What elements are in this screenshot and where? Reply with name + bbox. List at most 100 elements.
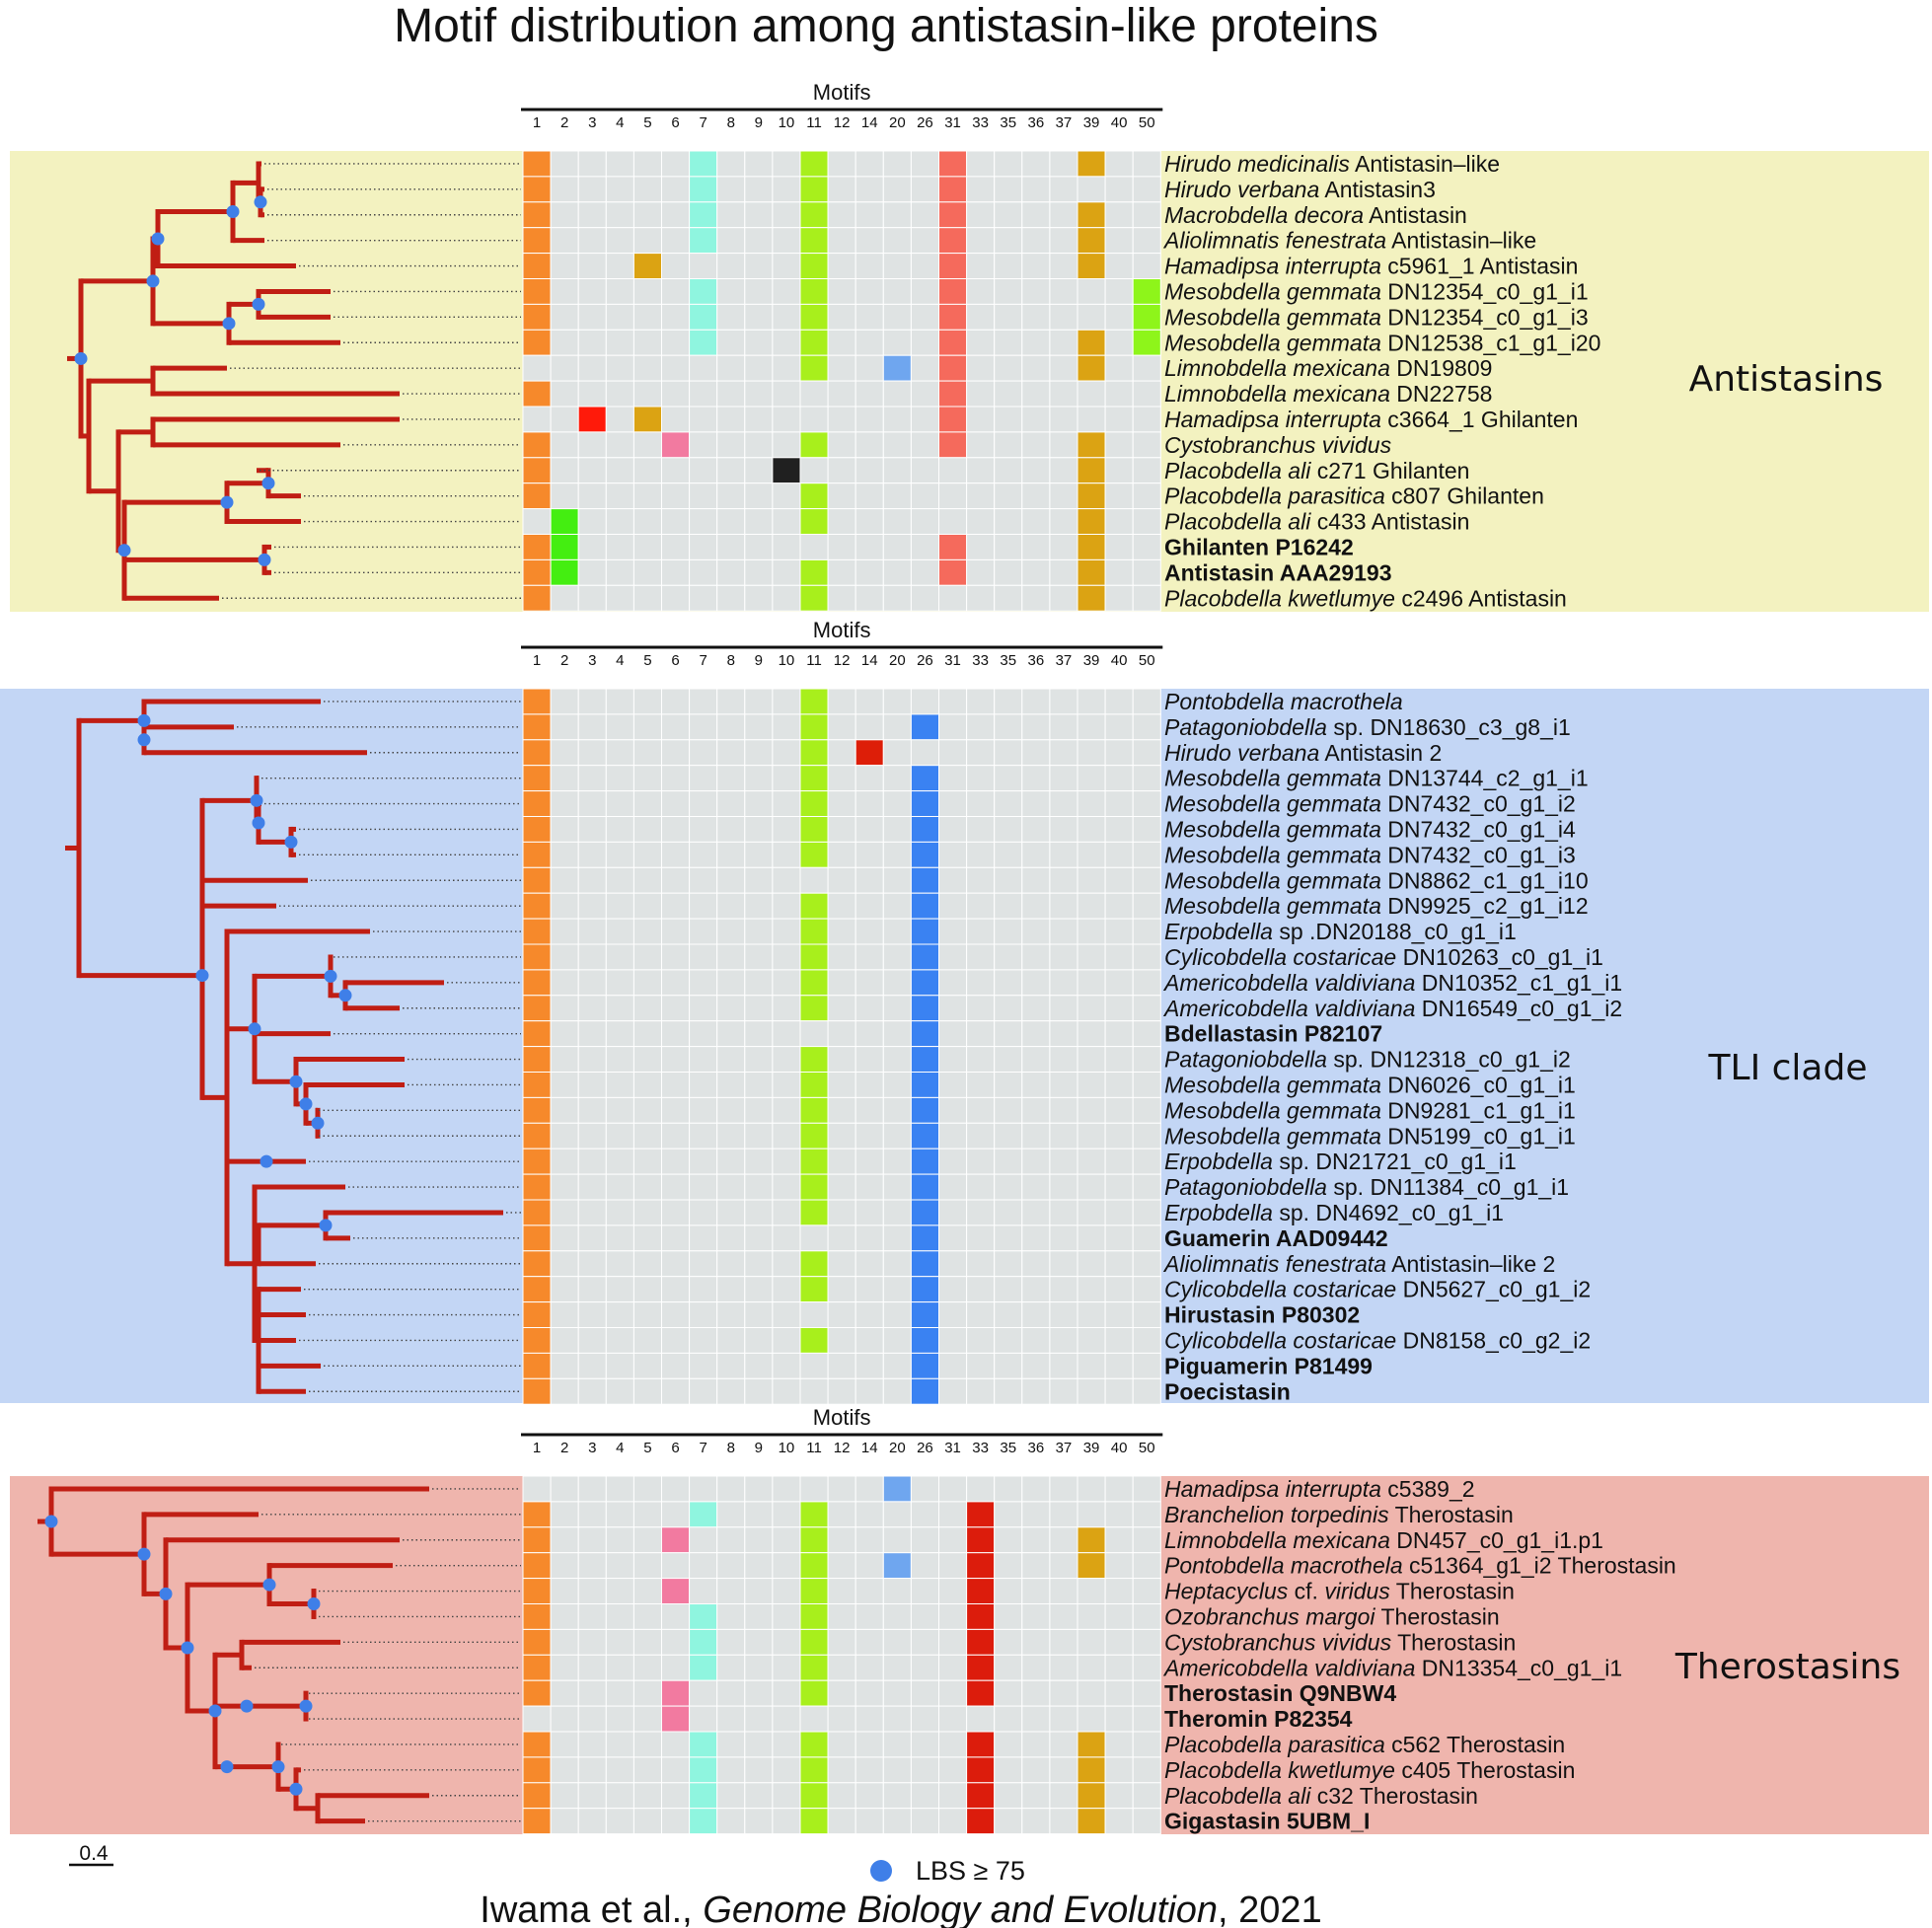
motif-column-label: 33 xyxy=(972,114,989,131)
motif-cell xyxy=(661,176,691,203)
motif-cell xyxy=(1021,431,1051,459)
motif-cell-present xyxy=(910,995,940,1022)
motif-cell xyxy=(799,457,829,484)
motif-cell xyxy=(1104,765,1134,792)
motif-cell-present xyxy=(966,1628,996,1656)
motif-cell xyxy=(1021,1173,1051,1201)
motif-cell xyxy=(605,969,634,997)
motif-cell xyxy=(1132,1250,1161,1278)
motif-cell xyxy=(1021,1122,1051,1149)
taxon-label-part: Patagoniobdella xyxy=(1164,1174,1327,1200)
taxon-label: Cylicobdella costaricae DN5627_c0_g1_i2 xyxy=(1164,1277,1591,1302)
motif-cell-present xyxy=(799,1578,829,1604)
motif-cell-present xyxy=(522,1526,552,1554)
motif-cell xyxy=(661,969,691,997)
motif-cell-present xyxy=(522,584,552,612)
motif-cell xyxy=(632,558,663,586)
motif-cell xyxy=(661,1731,691,1758)
motif-cell xyxy=(910,406,940,433)
motif-cell xyxy=(577,841,607,868)
motif-cell xyxy=(827,584,856,612)
taxon-label-part: Therostasin Q9NBW4 xyxy=(1164,1680,1396,1706)
motif-cell xyxy=(994,892,1023,920)
motif-cell xyxy=(1132,354,1161,382)
motif-cell xyxy=(744,227,774,255)
motif-cell xyxy=(1049,1327,1078,1354)
taxon-label: Pontobdella macrothela xyxy=(1164,689,1403,714)
taxon-label-part: Placobdella kwetlumye xyxy=(1164,1757,1395,1783)
taxon-label: Placobdella parasitica c562 Therostasin xyxy=(1164,1732,1565,1757)
motif-cell xyxy=(1021,841,1051,868)
taxon-label: Therostasin Q9NBW4 xyxy=(1164,1680,1396,1706)
motif-cell xyxy=(1077,1475,1106,1503)
motif-cell xyxy=(938,1352,968,1379)
motif-cell xyxy=(910,329,940,356)
motif-cell xyxy=(855,584,884,612)
motif-cell xyxy=(605,841,634,868)
motif-cell xyxy=(855,1224,884,1252)
motif-cell xyxy=(882,943,912,971)
motif-cell-present xyxy=(910,1122,940,1149)
motif-cell xyxy=(772,969,801,997)
motif-cell xyxy=(1021,201,1051,229)
motif-cell xyxy=(744,1096,774,1124)
motif-cell xyxy=(1021,892,1051,920)
motif-cell xyxy=(1021,1603,1051,1630)
motif-cell xyxy=(1104,841,1134,868)
taxon-label-part: Cylicobdella costaricae xyxy=(1164,1277,1396,1302)
taxon-label-part: c3664_1 Ghilanten xyxy=(1381,407,1579,432)
motif-cell xyxy=(1104,1705,1134,1733)
motif-cell xyxy=(661,1782,691,1810)
motif-cell-present xyxy=(689,303,718,331)
motif-cell-present xyxy=(1077,534,1106,560)
motif-cell xyxy=(1132,1501,1161,1528)
motif-cell xyxy=(716,278,746,305)
motif-column-label: 50 xyxy=(1139,652,1155,669)
motif-cell xyxy=(882,918,912,945)
motif-cell xyxy=(632,816,663,843)
taxon-label: Mesobdella gemmata DN5199_c0_g1_i1 xyxy=(1164,1123,1576,1149)
motif-cell xyxy=(1132,841,1161,868)
motif-cell xyxy=(661,354,691,382)
motif-column-label: 31 xyxy=(944,652,961,669)
motif-cell xyxy=(605,1352,634,1379)
motif-cell xyxy=(716,995,746,1022)
motif-cell-present xyxy=(1077,584,1106,612)
motif-cell xyxy=(966,329,996,356)
motif-cell xyxy=(772,841,801,868)
motif-cell-present xyxy=(882,354,912,382)
motif-cell xyxy=(1077,1122,1106,1149)
motif-cell xyxy=(994,1250,1023,1278)
motif-cell xyxy=(522,508,552,535)
motif-cell xyxy=(966,253,996,280)
taxon-label-part: DN22758 xyxy=(1390,381,1493,407)
taxon-label-part: Erpobdella xyxy=(1164,1200,1273,1225)
motif-cell xyxy=(1132,1072,1161,1098)
motif-cell xyxy=(632,1782,663,1810)
motif-cell-present xyxy=(522,790,552,817)
motif-cell-present xyxy=(1077,558,1106,586)
motif-cell-present xyxy=(1077,508,1106,535)
taxon-label-part: sp. DN18630_c3_g8_i1 xyxy=(1327,714,1571,740)
motif-cell xyxy=(827,1628,856,1656)
taxon-label: Ozobranchus margoi Therostasin xyxy=(1164,1603,1500,1629)
motif-cell xyxy=(1077,918,1106,945)
motif-cell xyxy=(882,1628,912,1656)
taxon-label-part: Mesobdella gemmata xyxy=(1164,842,1381,867)
motif-cell xyxy=(827,1327,856,1354)
motif-cell xyxy=(1104,1199,1134,1226)
motif-cell xyxy=(661,1756,691,1784)
motif-cell xyxy=(577,1173,607,1201)
taxon-label-part: Patagoniobdella xyxy=(1164,1047,1327,1073)
motif-cell xyxy=(799,1705,829,1733)
motif-cell xyxy=(716,457,746,484)
motif-cell-present xyxy=(799,1654,829,1681)
motif-cell xyxy=(827,1552,856,1580)
motif-cell-present xyxy=(522,1808,552,1835)
motif-cell xyxy=(1132,969,1161,997)
motif-cell xyxy=(689,354,718,382)
motif-cell xyxy=(744,943,774,971)
motif-cell xyxy=(744,995,774,1022)
motif-cell xyxy=(882,1096,912,1124)
motif-cell xyxy=(632,1654,663,1681)
